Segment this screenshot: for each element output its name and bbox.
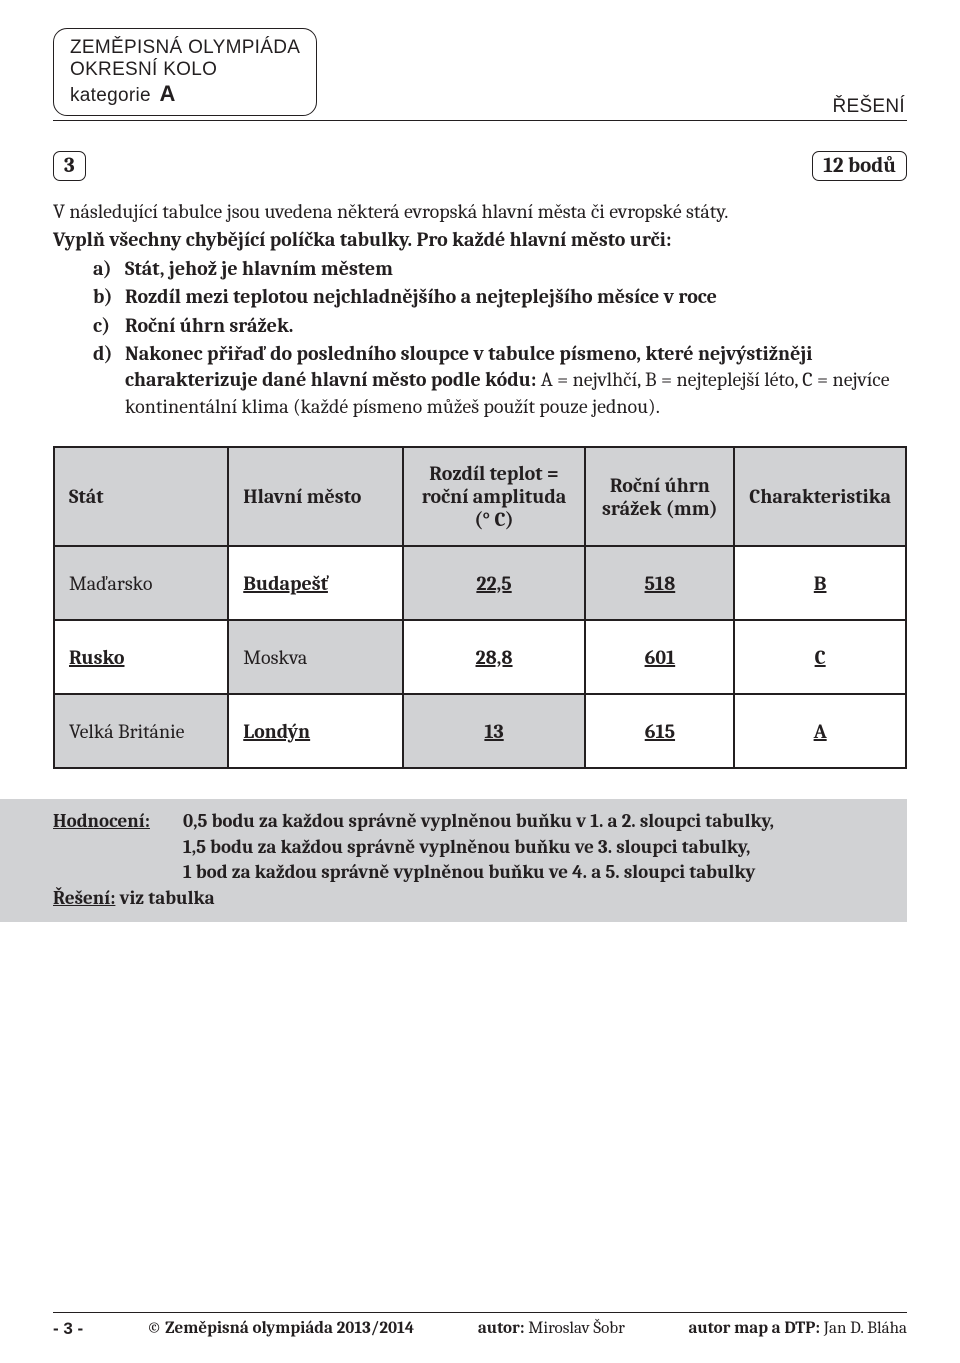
question-header-row: 3 12 bodů: [53, 151, 907, 181]
question-intro: V následující tabulce jsou uvedena někte…: [53, 199, 907, 225]
cell-rozdil-text: 13: [484, 720, 503, 743]
list-text: Roční úhrn srážek.: [125, 313, 907, 339]
question-number: 3: [53, 151, 86, 181]
page-number: - 3 -: [53, 1319, 83, 1339]
cell-mesto: Moskva: [228, 620, 402, 694]
list-text: Stát, jehož je hlavním městem: [125, 256, 907, 282]
header-category: kategorie A: [70, 81, 300, 107]
header-box: ZEMĚPISNÁ OLYMPIÁDA OKRESNÍ KOLO kategor…: [53, 28, 317, 116]
question-list: a) Stát, jehož je hlavním městem b) Rozd…: [53, 256, 907, 420]
scoring-line: 1,5 bodu za každou správně vyplněnou buň…: [183, 835, 907, 861]
cell-srazky-text: 601: [645, 646, 676, 669]
list-item: c) Roční úhrn srážek.: [93, 313, 907, 339]
list-letter: d): [93, 341, 125, 420]
footer-author-1: autor: Miroslav Šobr: [478, 1319, 625, 1339]
footer-author-2: autor map a DTP: Jan D. Bláha: [688, 1319, 907, 1339]
solution-label: Řešení:: [53, 887, 115, 909]
cell-char: C: [734, 620, 906, 694]
solution-text: viz tabulka: [115, 887, 214, 909]
author2-label: autor map a DTP:: [688, 1319, 820, 1338]
table-row: Velká Británie Londýn 13 615 A: [54, 694, 906, 768]
author1-name: Miroslav Šobr: [525, 1319, 625, 1338]
cell-srazky: 601: [585, 620, 734, 694]
cell-srazky-text: 518: [645, 572, 676, 595]
header-divider: [53, 120, 907, 121]
col-char: Charakteristika: [734, 447, 906, 546]
table-header-row: Stát Hlavní město Rozdíl teplot = roční …: [54, 447, 906, 546]
author1-label: autor:: [478, 1319, 525, 1338]
header-title-1: ZEMĚPISNÁ OLYMPIÁDA: [70, 37, 300, 59]
question-body: V následující tabulce jsou uvedena někte…: [53, 199, 907, 420]
table-body: Maďarsko Budapešť 22,5 518 B Rusko Moskv…: [54, 546, 906, 768]
footer-copyright: © Zeměpisná olympiáda 2013/2014: [147, 1319, 414, 1339]
table-row: Maďarsko Budapešť 22,5 518 B: [54, 546, 906, 620]
cell-mesto-text: Londýn: [243, 720, 310, 743]
cell-rozdil-text: 28,8: [476, 646, 513, 669]
scoring-label: Hodnocení:: [53, 809, 183, 886]
scoring-box: Hodnocení: 0,5 bodu za každou správně vy…: [0, 799, 907, 922]
cell-stat-text: Rusko: [69, 646, 125, 669]
col-srazky: Roční úhrn srážek (mm): [585, 447, 734, 546]
cell-mesto: Budapešť: [228, 546, 402, 620]
table-row: Rusko Moskva 28,8 601 C: [54, 620, 906, 694]
list-text: Nakonec přiřaď do posledního sloupce v t…: [125, 341, 907, 420]
list-text: Rozdíl mezi teplotou nejchladnějšího a n…: [125, 284, 907, 310]
cell-char-text: A: [814, 720, 827, 743]
list-item: d) Nakonec přiřaď do posledního sloupce …: [93, 341, 907, 420]
cell-rozdil: 22,5: [403, 546, 586, 620]
data-table: Stát Hlavní město Rozdíl teplot = roční …: [53, 446, 907, 769]
cell-srazky-text: 615: [645, 720, 675, 743]
cell-stat: Rusko: [54, 620, 228, 694]
cell-mesto-text: Budapešť: [243, 572, 328, 595]
cell-char: A: [734, 694, 906, 768]
scoring-lines: 0,5 bodu za každou správně vyplněnou buň…: [183, 809, 907, 886]
question-points: 12 bodů: [812, 151, 907, 181]
footer-divider: [53, 1312, 907, 1313]
col-rozdil: Rozdíl teplot = roční amplituda (° C): [403, 447, 586, 546]
footer-row: - 3 - © Zeměpisná olympiáda 2013/2014 au…: [53, 1319, 907, 1339]
cell-stat: Maďarsko: [54, 546, 228, 620]
cell-rozdil-text: 22,5: [476, 572, 511, 595]
header-title-2: OKRESNÍ KOLO: [70, 59, 300, 81]
category-letter: A: [159, 81, 175, 106]
instruction-bold: Vyplň všechny chybějící políčka tabulky.: [53, 228, 412, 251]
list-letter: b): [93, 284, 125, 310]
cell-stat: Velká Británie: [54, 694, 228, 768]
col-mesto: Hlavní město: [228, 447, 402, 546]
page-footer: - 3 - © Zeměpisná olympiáda 2013/2014 au…: [53, 1312, 907, 1339]
cell-mesto: Londýn: [228, 694, 402, 768]
question-lead: Pro každé hlavní město urči:: [412, 228, 671, 251]
cell-srazky: 615: [585, 694, 734, 768]
list-item: b) Rozdíl mezi teplotou nejchladnějšího …: [93, 284, 907, 310]
list-item: a) Stát, jehož je hlavním městem: [93, 256, 907, 282]
cell-char-text: C: [815, 646, 826, 669]
cell-rozdil: 28,8: [403, 620, 586, 694]
question-instruction: Vyplň všechny chybějící políčka tabulky.…: [53, 227, 907, 253]
author2-name: Jan D. Bláha: [820, 1319, 907, 1338]
cell-char: B: [734, 546, 906, 620]
scoring-line: 1 bod za každou správně vyplněnou buňku …: [183, 860, 907, 886]
cell-srazky: 518: [585, 546, 734, 620]
list-letter: c): [93, 313, 125, 339]
category-label: kategorie: [70, 85, 151, 106]
cell-rozdil: 13: [403, 694, 586, 768]
col-stat: Stát: [54, 447, 228, 546]
scoring-line: 0,5 bodu za každou správně vyplněnou buň…: [183, 809, 907, 835]
cell-char-text: B: [814, 572, 827, 595]
list-letter: a): [93, 256, 125, 282]
solution-line: Řešení: viz tabulka: [53, 886, 907, 912]
